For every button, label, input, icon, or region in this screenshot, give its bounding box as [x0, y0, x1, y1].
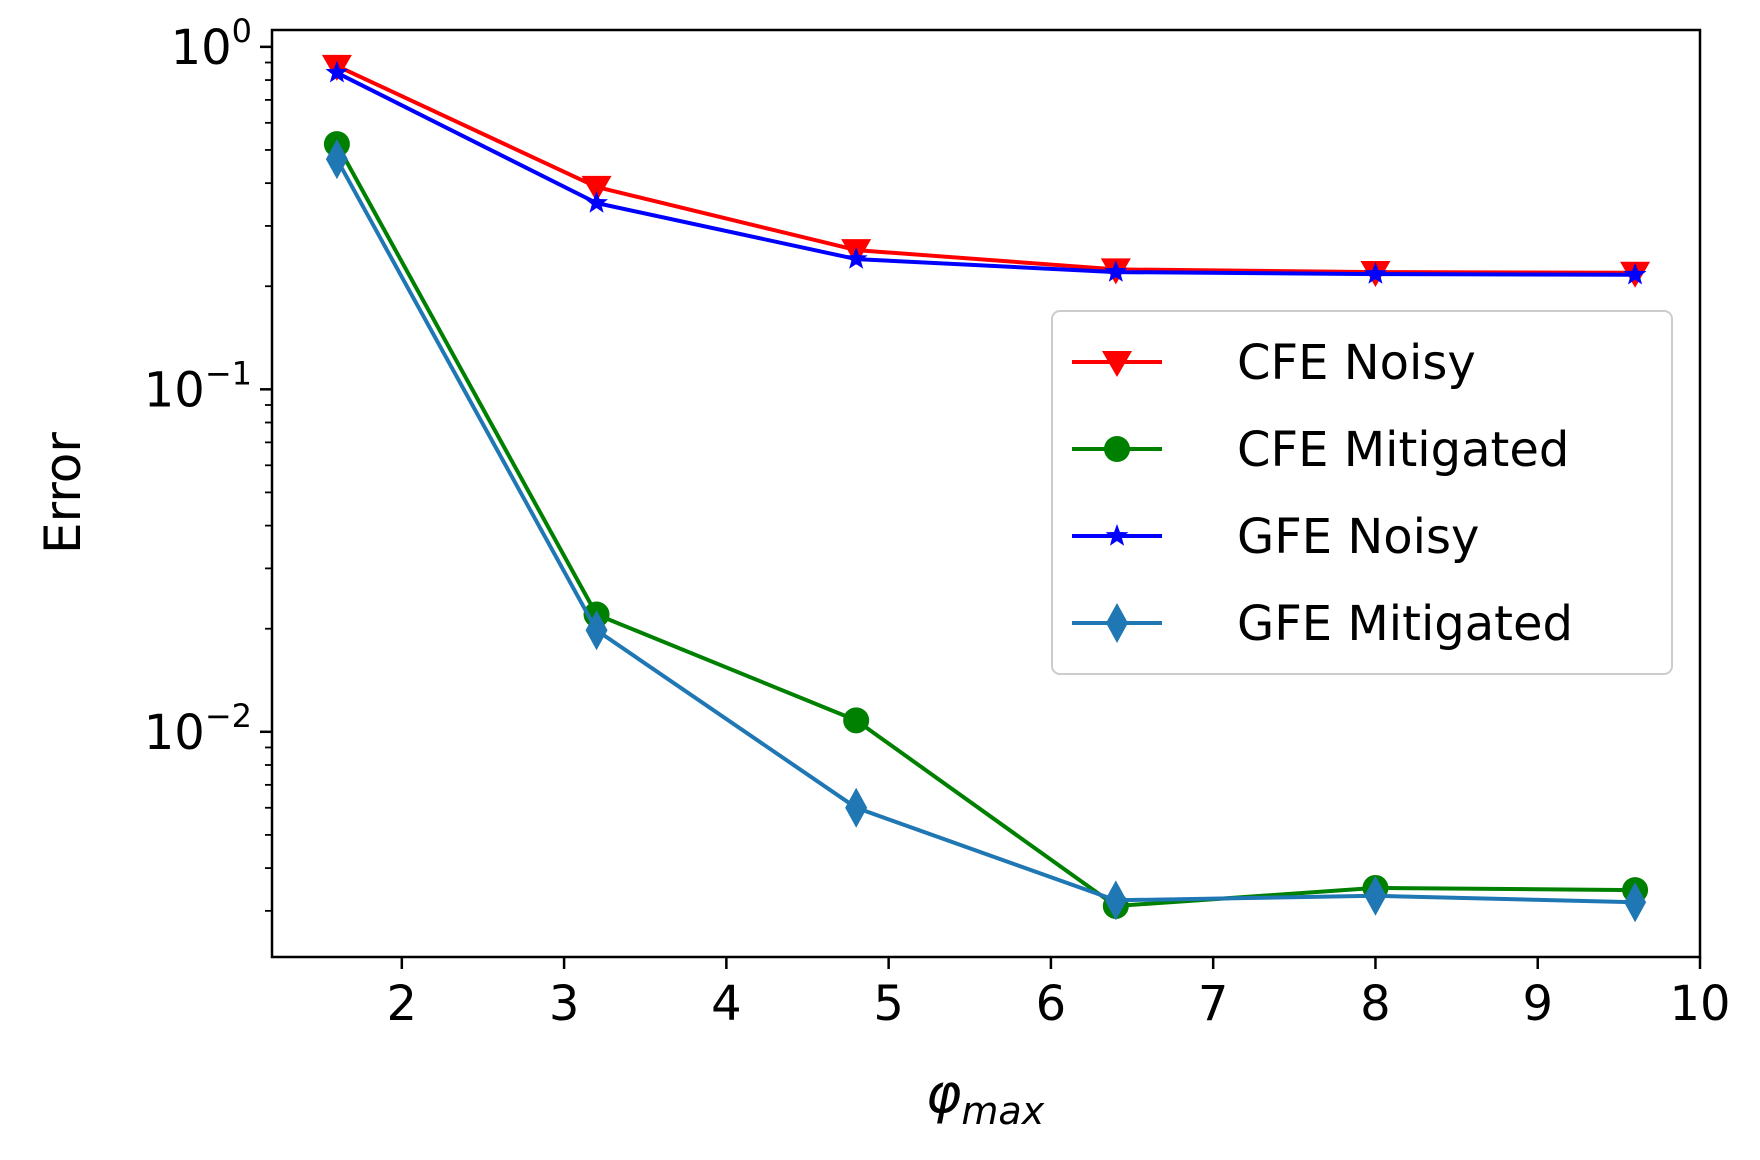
x-axis-label: φmax: [926, 1062, 1045, 1133]
data-point-gfe-mitigated: [1364, 875, 1387, 916]
data-point-gfe-noisy: [325, 60, 349, 83]
series-gfe-noisy: [325, 60, 1647, 285]
legend-marker: [1106, 603, 1128, 643]
data-point-gfe-noisy: [1623, 262, 1647, 285]
x-tick-label: 9: [1522, 976, 1553, 1032]
y-tick-label: 10−2: [144, 697, 252, 761]
legend-label: GFE Noisy: [1237, 509, 1479, 565]
x-tick-label: 2: [387, 976, 418, 1032]
legend: CFE Noisy CFE Mitigated GFE Noisy GFE Mitig…: [1051, 310, 1673, 675]
x-tick-label: 8: [1360, 976, 1391, 1032]
legend-marker: [1105, 524, 1129, 546]
y-tick-label: 100: [171, 12, 252, 76]
x-axis-label-subscript: max: [961, 1089, 1044, 1133]
data-point-gfe-mitigated: [585, 610, 608, 651]
x-tick-label: 10: [1669, 976, 1730, 1032]
plot-frame: [270, 28, 1702, 959]
x-axis: 2 3 4 5 6 7 8 9 10: [387, 957, 1731, 1032]
series-gfe-mitigated: [325, 139, 1647, 923]
y-tick-label: 10−1: [144, 354, 252, 418]
x-tick-label: 6: [1036, 976, 1067, 1032]
x-tick-label: 7: [1198, 976, 1229, 1032]
legend-box: [1051, 310, 1673, 675]
series-line-gfe-mitigated: [335, 158, 1636, 905]
data-point-cfe-mitigated: [843, 707, 870, 734]
series-line-cfe-noisy: [336, 64, 1636, 275]
data-point-gfe-mitigated: [1104, 880, 1127, 921]
x-tick-label: 5: [873, 976, 904, 1032]
series-cfe-noisy: [321, 54, 1651, 288]
data-point-gfe-mitigated: [1624, 882, 1647, 923]
legend-label: CFE Mitigated: [1237, 422, 1569, 478]
legend-item-gfe-mitigated: GFE Mitigated: [1072, 596, 1573, 652]
legend-item-cfe-noisy: CFE Noisy: [1072, 335, 1476, 391]
series-layer: [321, 54, 1651, 923]
data-point-cfe-noisy: [581, 175, 612, 202]
legend-item-gfe-noisy: GFE Noisy: [1072, 509, 1479, 565]
data-point-gfe-noisy: [585, 191, 608, 213]
data-point-gfe-noisy: [1364, 262, 1387, 284]
data-point-gfe-mitigated: [845, 787, 868, 828]
x-tick-label: 4: [711, 976, 742, 1032]
legend-marker: [1102, 351, 1132, 377]
y-axis: 100 10−1 10−2: [144, 12, 272, 912]
x-tick-label: 3: [549, 976, 580, 1032]
data-point-gfe-noisy: [1104, 260, 1128, 282]
legend-item-cfe-mitigated: CFE Mitigated: [1072, 422, 1569, 478]
legend-label: CFE Noisy: [1237, 335, 1476, 391]
y-axis-label: Error: [34, 432, 92, 554]
data-point-gfe-noisy: [844, 247, 868, 269]
legend-marker: [1104, 436, 1130, 462]
data-point-gfe-mitigated: [325, 139, 348, 180]
x-axis-label-symbol: φ: [926, 1062, 962, 1125]
series-line-cfe-mitigated: [335, 143, 1636, 908]
legend-label: GFE Mitigated: [1237, 596, 1573, 652]
series-line-gfe-noisy: [336, 71, 1636, 277]
